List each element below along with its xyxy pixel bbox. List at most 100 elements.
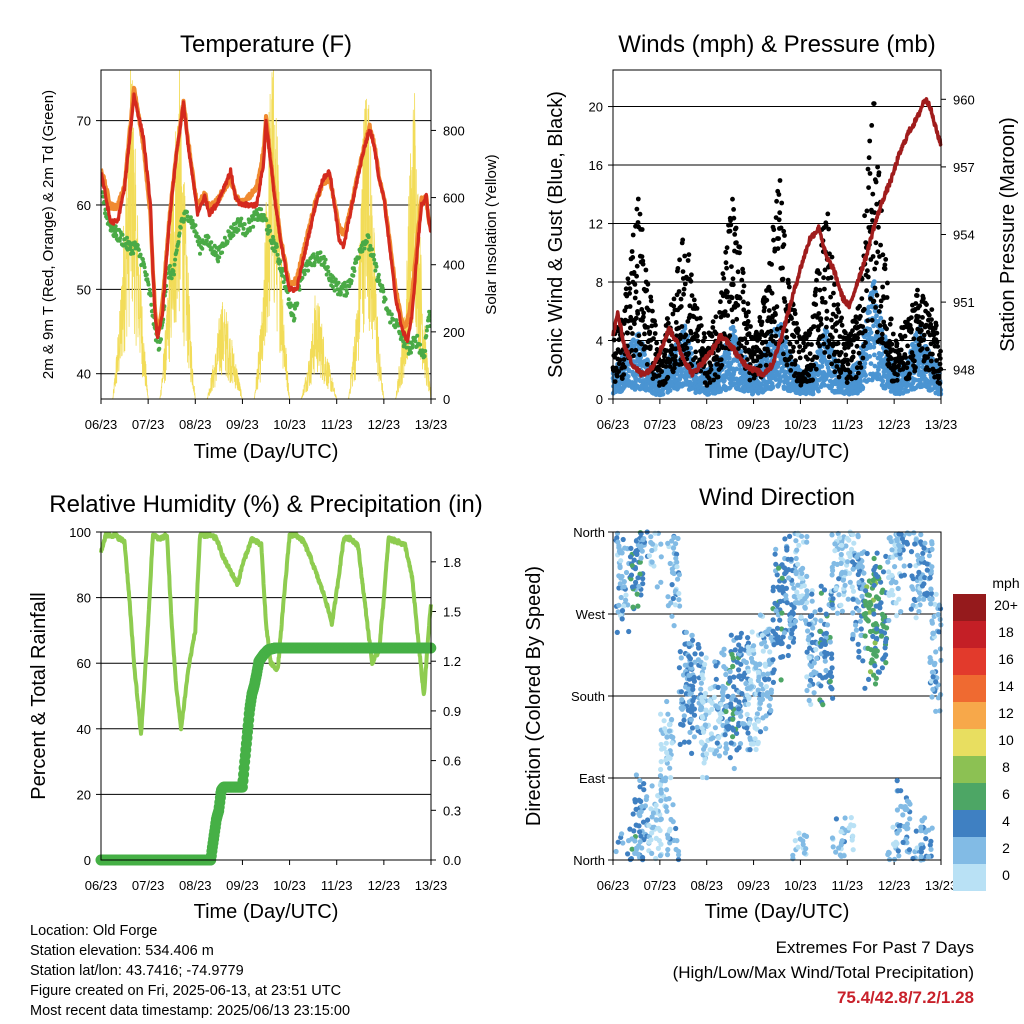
gust-point [676, 289, 682, 294]
direction-point [616, 602, 622, 608]
gust-point [631, 270, 637, 275]
y-right-tick-label: 960 [953, 92, 975, 107]
direction-point [674, 838, 680, 844]
gust-point [898, 347, 904, 353]
gust-point [884, 295, 890, 300]
wind-point [824, 329, 830, 335]
y-tick-label: 0 [84, 853, 91, 868]
gust-point [693, 355, 698, 360]
x-tick-label: 13/23 [925, 417, 958, 432]
gust-point [831, 302, 837, 308]
gust-point [730, 319, 736, 325]
dewpoint-point [178, 225, 183, 230]
gust-point [878, 242, 883, 248]
humidity-precip-chart: Relative Humidity (%) & Precipitation (i… [28, 491, 483, 923]
gust-point [874, 292, 880, 298]
x-tick-label: 09/23 [737, 878, 770, 893]
gust-point [617, 357, 623, 363]
x-tick-label: 06/23 [597, 878, 630, 893]
dewpoint-point [242, 222, 247, 227]
gust-point [685, 319, 691, 324]
gust-point [642, 331, 647, 337]
dewpoint-point [236, 228, 241, 232]
wind-point [726, 355, 732, 361]
direction-point [663, 787, 670, 793]
direction-point [619, 831, 625, 837]
gust-point [680, 269, 686, 274]
direction-point [640, 581, 646, 587]
x-tick-label: 07/23 [644, 417, 677, 432]
gust-point [788, 354, 794, 360]
gust-point [714, 354, 719, 359]
wind-point [819, 364, 825, 369]
gust-point [828, 294, 833, 300]
dewpoint-point [209, 246, 214, 251]
wind-point [863, 373, 868, 378]
wind-point [880, 378, 886, 384]
gust-point [737, 244, 743, 250]
direction-point [619, 550, 625, 556]
gust-point [864, 288, 869, 294]
dewpoint-point [231, 233, 236, 238]
gust-point [635, 220, 641, 225]
gust-point [773, 312, 778, 317]
gust-point [702, 335, 708, 340]
direction-point [676, 572, 683, 578]
gust-point [925, 355, 930, 360]
direction-point [640, 537, 646, 543]
gust-point [787, 341, 793, 347]
gust-point [693, 349, 699, 355]
gust-point [697, 315, 703, 321]
gust-point [862, 328, 868, 334]
direction-point [668, 733, 674, 740]
solar-insolation-line [101, 70, 431, 399]
dewpoint-point [144, 272, 149, 277]
dewpoint-point [125, 235, 129, 240]
gust-point [883, 257, 889, 262]
direction-point [677, 649, 683, 655]
direction-point [676, 590, 682, 597]
direction-point [646, 822, 652, 828]
y-tick-label: 80 [77, 591, 91, 606]
gust-point [766, 308, 772, 313]
gust-point [884, 326, 889, 332]
gust-point [780, 265, 785, 271]
gust-point [731, 215, 737, 221]
direction-point [649, 814, 655, 820]
gust-point [709, 333, 715, 339]
x-tick-label: 10/23 [273, 878, 306, 893]
dewpoint-point [174, 248, 179, 253]
gust-point [679, 324, 685, 329]
gust-point [854, 365, 860, 371]
gust-point [860, 324, 866, 329]
gust-point [708, 363, 714, 368]
direction-point [649, 783, 655, 789]
y-right-tick-label: 948 [953, 363, 975, 378]
x-tick-label: 06/23 [597, 417, 630, 432]
direction-point [689, 750, 695, 757]
gust-point [689, 293, 695, 298]
gust-point [663, 364, 669, 369]
gust-point [745, 319, 751, 324]
x-tick-label: 06/23 [85, 417, 118, 432]
gust-point [776, 217, 782, 223]
gust-point [653, 322, 658, 328]
gust-point [928, 358, 934, 364]
wind-point [862, 361, 868, 366]
direction-point [621, 584, 627, 590]
wind-point [882, 385, 888, 391]
gust-point [915, 287, 920, 293]
wind-point [875, 319, 881, 324]
gust-point [861, 306, 867, 312]
gust-point [666, 338, 672, 344]
gust-point [921, 337, 927, 343]
x-tick-label: 13/23 [925, 878, 958, 893]
wind-point [739, 349, 744, 354]
y-right-tick-label: 200 [443, 325, 465, 340]
gust-point [777, 210, 783, 216]
direction-point [698, 680, 705, 686]
gust-point [684, 345, 690, 351]
gust-point [723, 345, 728, 351]
gust-point [652, 331, 658, 336]
direction-point [661, 718, 667, 724]
